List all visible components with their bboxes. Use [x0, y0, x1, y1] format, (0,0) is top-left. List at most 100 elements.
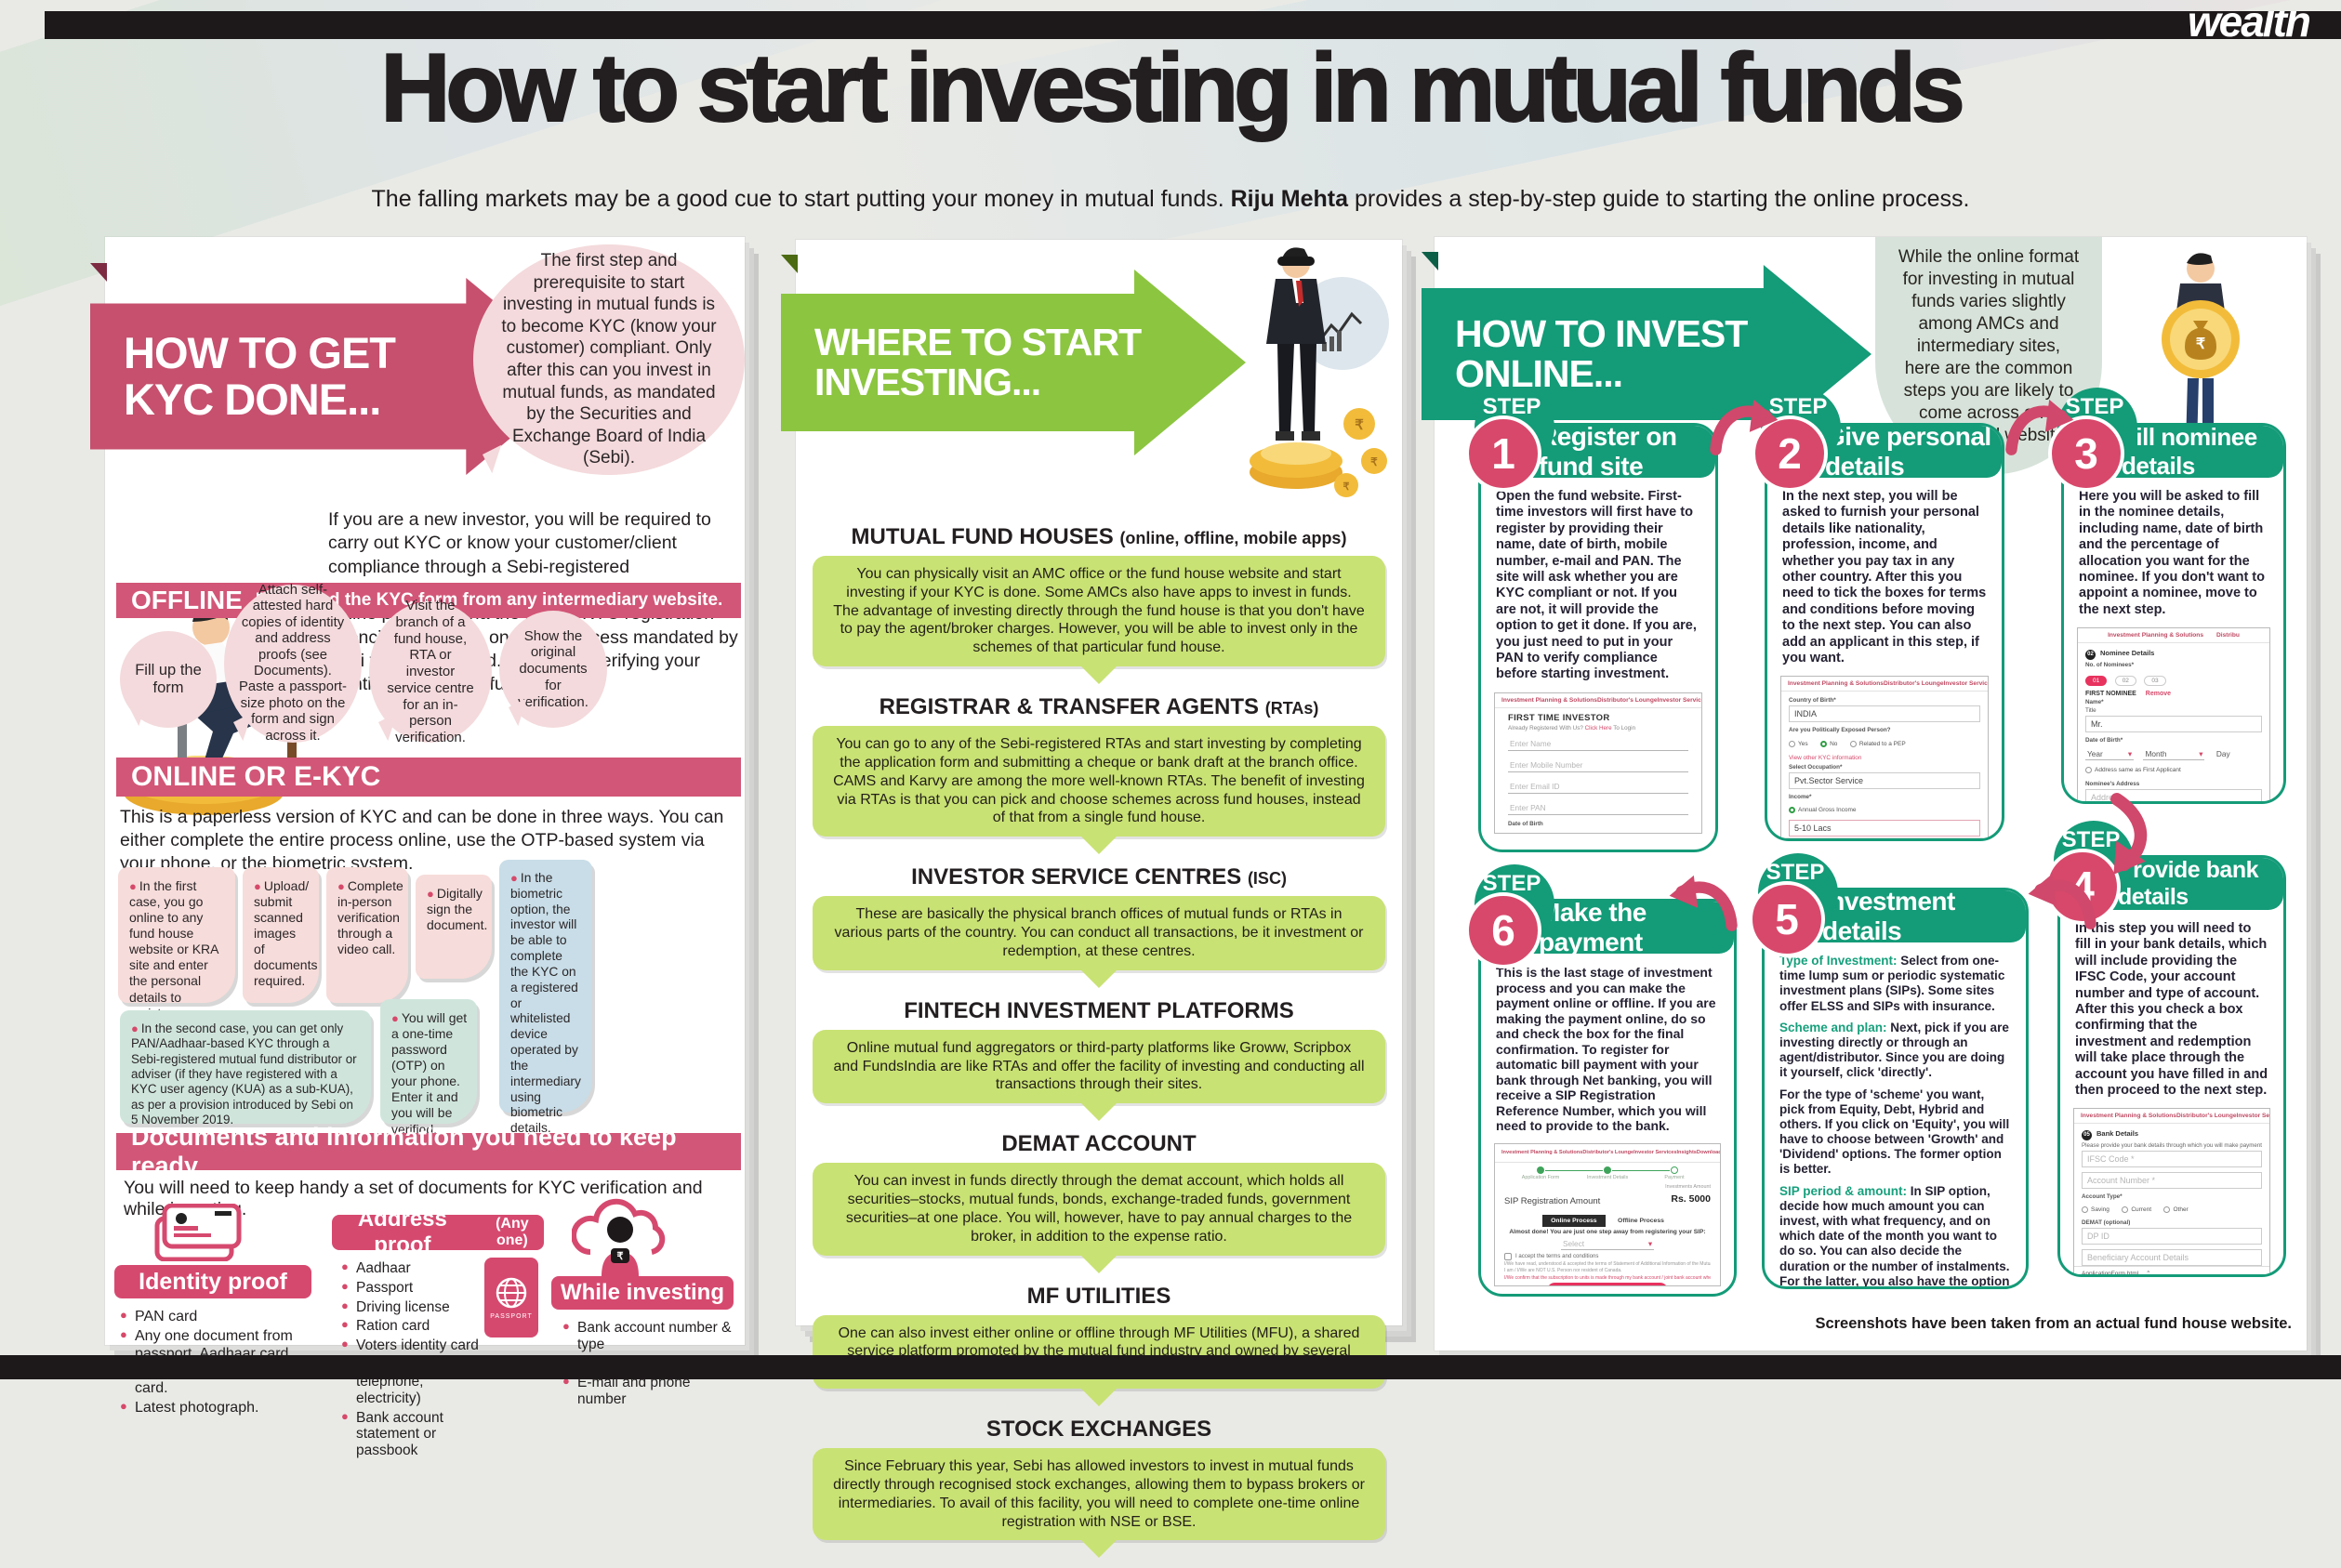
chevron-down-icon: ▾ — [1610, 833, 1614, 834]
login-link[interactable]: Click Here — [1584, 724, 1612, 731]
count-02-button[interactable]: 02 — [2114, 675, 2136, 686]
mock-nav-item[interactable]: Distribu — [2216, 632, 2240, 639]
mock-nav-item[interactable]: Investment Planning & Solutions — [1501, 696, 1597, 704]
mock-nav-item[interactable]: Downloads — [1696, 1150, 1720, 1156]
chevron-up-icon[interactable]: ⌃ — [2146, 1271, 2151, 1277]
online-process-tab[interactable]: Online Process — [1542, 1214, 1606, 1227]
mock-nav-item[interactable]: Distributor's Lounge — [1582, 1150, 1634, 1156]
step5-badge: STEP 5 — [1747, 853, 1844, 957]
bullet-icon: ● — [341, 1337, 349, 1351]
offline-text: Download the KYC form from any intermedi… — [255, 590, 723, 610]
download-file-name[interactable]: ApplicationForm.html — [2082, 1270, 2139, 1277]
country-field[interactable]: INDIA — [1789, 705, 1980, 723]
fine-print-text: I/We confirm that the subscription to un… — [1504, 1274, 1711, 1281]
pep-no-radio[interactable]: No — [1820, 741, 1837, 748]
bullet-icon: ● — [391, 1011, 399, 1025]
title-field[interactable]: Mr. — [2085, 715, 2262, 732]
section-number-badge: 02 — [2085, 649, 2096, 660]
name-input[interactable]: Enter Name — [1508, 735, 1688, 751]
documents-label: Documents and information you need to ke… — [131, 1123, 677, 1179]
radio-label: Yes — [1798, 741, 1808, 748]
mock-nav-item[interactable]: Investment Planning & Solutions — [1501, 1150, 1583, 1156]
while-investing-title: While investing — [560, 1280, 724, 1305]
invest-online-panel: HOW TO INVEST ONLINE... While the online… — [1422, 237, 2307, 1351]
step-flow-arrow — [2005, 399, 2074, 455]
count-03-button[interactable]: 03 — [2144, 675, 2166, 686]
dob-day-select[interactable]: 1▾ — [1626, 832, 1661, 833]
day-select[interactable]: Day — [2215, 748, 2255, 759]
year-select[interactable]: Year ▾ — [2085, 748, 2134, 760]
dp-id-input[interactable]: DP ID — [2082, 1227, 2262, 1245]
same-address-radio[interactable]: Address same as First Applicant — [2085, 766, 2181, 773]
pep-yes-radio[interactable]: Yes — [1789, 741, 1808, 748]
kyc-arrow-title-line1: HOW TO GET — [124, 328, 396, 378]
step-label: STEP — [1482, 871, 1541, 896]
online-label: ONLINE OR E-KYC — [131, 761, 381, 792]
fine-print-text: I am / I/We are NOT U.S. Person nor resi… — [1504, 1268, 1622, 1274]
mock-nav-item[interactable]: Investment Planning & Solutions — [2108, 632, 2204, 639]
wealth-masthead-logo: wealth — [2187, 11, 2311, 39]
income-radio[interactable]: Annual Gross Income — [1789, 807, 1857, 814]
offline-step-text: Attach self-attested hard copies of iden… — [239, 582, 347, 744]
stepper-node: Application Form — [1507, 1166, 1603, 1180]
kyc-info-link[interactable]: View other KYC information — [1789, 755, 1862, 762]
bullet-icon: ● — [120, 1398, 127, 1413]
count-01-button[interactable]: 01 — [2085, 675, 2108, 686]
chevron-down-icon: ▾ — [2199, 748, 2203, 758]
accept-terms-checkbox[interactable]: I accept the terms and conditions — [1504, 1252, 1711, 1260]
mock-nav-item[interactable]: Investor Services — [1657, 696, 1701, 704]
pay-now-button[interactable]: Pay now and generate URN — [1547, 1283, 1668, 1285]
invest-arrow-title-line1: HOW TO INVEST — [1455, 311, 1748, 355]
mock-nav-item[interactable]: Investment Planning & Solutions — [2081, 1113, 2176, 1120]
current-radio[interactable]: Current — [2122, 1206, 2151, 1213]
dob-month-select[interactable]: July ▾ — [1560, 832, 1616, 834]
pep-related-radio[interactable]: Related to a PEP — [1849, 741, 1906, 748]
address-proof-note: (Any one) — [496, 1216, 529, 1248]
banner-fold — [90, 263, 107, 282]
step1-text: Open the fund website. First-time invest… — [1481, 478, 1715, 689]
mock-nav-item[interactable]: Investor Services — [1633, 1150, 1677, 1156]
online-intro-text: This is a paperless version of KYC and c… — [120, 807, 724, 874]
mock-nav-item[interactable]: Distributor's Lounge — [2176, 1113, 2237, 1120]
offline-process-tab[interactable]: Offline Process — [1618, 1217, 1664, 1224]
mock-nav: Investment Planning & Solutions Distribu… — [1781, 677, 1988, 692]
stepper-node: Payment — [1641, 1166, 1708, 1180]
other-radio[interactable]: Other — [2163, 1206, 2189, 1213]
mobile-input[interactable]: Enter Mobile Number — [1508, 757, 1688, 772]
dob-year-select[interactable]: 1980 ▾ — [1508, 832, 1551, 833]
mock-nav-item[interactable]: Investment Planning & Solutions — [1788, 680, 1884, 688]
month-select[interactable]: Month ▾ — [2143, 748, 2205, 760]
email-input[interactable]: Enter Email ID — [1508, 778, 1688, 794]
ifsc-input[interactable]: IFSC Code * — [2082, 1150, 2262, 1167]
stepper-node: Investment Details — [1574, 1166, 1670, 1180]
occupation-field[interactable]: Pvt.Sector Service — [1789, 772, 1980, 790]
bullet-icon: ● — [341, 1278, 349, 1293]
mock-nav-item[interactable]: Insights — [1676, 1150, 1697, 1156]
section-bubble: These are basically the physical branch … — [813, 896, 1385, 970]
online-note: ● Complete in-person verification through… — [326, 867, 408, 1003]
mock-nav-item[interactable]: Distributor's Lounge — [1883, 680, 1944, 688]
saving-radio[interactable]: Saving — [2082, 1206, 2110, 1213]
identity-proof-header: Identity proof — [114, 1265, 311, 1298]
banner-fold — [781, 255, 798, 273]
pan-input[interactable]: Enter PAN — [1508, 799, 1688, 815]
online-section-bar: ONLINE OR E-KYC — [116, 758, 741, 797]
income-field[interactable]: 5-10 Lacs — [1789, 820, 1980, 837]
step5-paragraph: Select from one-time lump sum or periodi… — [1779, 954, 2005, 1013]
online-note-text: Complete in-person verification through … — [337, 878, 403, 957]
address-input[interactable]: Address — [2085, 788, 2262, 801]
section-fintech: FINTECH INVESTMENT PLATFORMS Online mutu… — [807, 998, 1391, 1104]
step-title-text: Investment details — [1822, 888, 1955, 945]
remove-link[interactable]: Remove — [2145, 690, 2172, 697]
mock-nav-item[interactable]: Distributor's Lounge — [1596, 696, 1658, 704]
account-type-radios: Saving Current Other — [2082, 1201, 2262, 1218]
section-bubble: Since February this year, Sebi has allow… — [813, 1448, 1385, 1541]
sip-amount-row: SIP Registration Amount Investments Amou… — [1495, 1182, 1720, 1208]
beneficiary-input[interactable]: Beneficiary Account Details — [2082, 1248, 2262, 1266]
nominee-section-header: 02 Nominee Details — [2085, 649, 2262, 660]
bank-select[interactable]: Select ▾ — [1561, 1238, 1654, 1250]
account-number-input[interactable]: Account Number * — [2082, 1171, 2262, 1189]
mock-nav: Investment Planning & Solutions Distribu… — [1495, 1144, 1720, 1163]
mock-nav-item[interactable]: Investor Servic — [1943, 680, 1988, 688]
mock-nav-item[interactable]: Investor Services — [2236, 1113, 2269, 1120]
